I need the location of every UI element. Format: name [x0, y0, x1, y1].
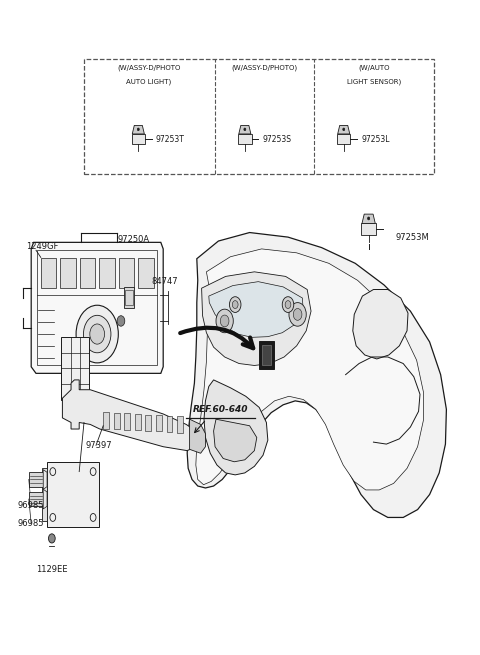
Polygon shape: [31, 242, 163, 373]
Polygon shape: [145, 415, 151, 431]
Polygon shape: [103, 413, 109, 429]
Text: 97397: 97397: [85, 441, 112, 450]
Circle shape: [117, 316, 125, 326]
Bar: [61, 337, 89, 400]
Polygon shape: [43, 489, 47, 509]
Circle shape: [137, 128, 139, 130]
Text: AUTO LIGHT): AUTO LIGHT): [126, 79, 171, 85]
Polygon shape: [262, 345, 271, 365]
Polygon shape: [338, 126, 350, 134]
Text: 97250A: 97250A: [118, 235, 150, 244]
Polygon shape: [204, 380, 268, 475]
Circle shape: [282, 297, 294, 312]
Bar: [84, 59, 434, 174]
Polygon shape: [259, 341, 274, 369]
Polygon shape: [135, 414, 141, 430]
Bar: [80, 258, 95, 288]
Polygon shape: [353, 290, 408, 359]
Bar: [99, 258, 115, 288]
Polygon shape: [124, 413, 130, 430]
Text: (W/ASSY-D/PHOTO): (W/ASSY-D/PHOTO): [231, 64, 298, 71]
Polygon shape: [132, 134, 145, 145]
Bar: [125, 290, 133, 305]
Circle shape: [343, 128, 345, 130]
Polygon shape: [190, 419, 205, 453]
Polygon shape: [187, 233, 446, 517]
Polygon shape: [29, 472, 43, 487]
Polygon shape: [114, 413, 120, 429]
Circle shape: [232, 301, 238, 309]
Text: 1249GF: 1249GF: [26, 242, 59, 251]
Polygon shape: [238, 134, 252, 145]
Bar: [124, 287, 134, 308]
Circle shape: [220, 315, 229, 327]
Polygon shape: [209, 282, 303, 337]
Circle shape: [285, 301, 291, 309]
Polygon shape: [362, 214, 375, 223]
Bar: [41, 258, 57, 288]
Polygon shape: [62, 380, 199, 451]
Bar: [119, 258, 134, 288]
Circle shape: [229, 297, 241, 312]
Polygon shape: [43, 470, 47, 489]
Text: 97253S: 97253S: [262, 135, 291, 143]
Text: LIGHT SENSOR): LIGHT SENSOR): [347, 79, 401, 85]
Bar: [60, 258, 76, 288]
Text: 96985: 96985: [18, 519, 44, 529]
Text: 1129EE: 1129EE: [36, 565, 68, 574]
Polygon shape: [361, 223, 376, 235]
Circle shape: [244, 128, 246, 130]
Polygon shape: [167, 416, 172, 432]
Text: 97253L: 97253L: [361, 135, 389, 143]
Polygon shape: [214, 419, 257, 462]
Text: 96985: 96985: [18, 501, 44, 510]
Bar: [138, 258, 154, 288]
Circle shape: [76, 305, 119, 363]
Polygon shape: [202, 272, 311, 365]
Bar: [42, 468, 47, 521]
Polygon shape: [196, 249, 423, 490]
Circle shape: [368, 217, 370, 220]
Circle shape: [216, 309, 233, 333]
Text: 84747: 84747: [151, 277, 178, 286]
Text: REF.60-640: REF.60-640: [193, 405, 249, 414]
Polygon shape: [337, 134, 350, 145]
Circle shape: [289, 303, 306, 326]
Circle shape: [90, 324, 105, 344]
Polygon shape: [132, 126, 144, 134]
Circle shape: [84, 315, 111, 353]
Polygon shape: [177, 416, 183, 432]
Polygon shape: [29, 492, 43, 506]
Circle shape: [293, 309, 302, 320]
Polygon shape: [156, 415, 162, 432]
Text: 97253T: 97253T: [156, 135, 184, 143]
Polygon shape: [239, 126, 251, 134]
Text: (W/AUTO: (W/AUTO: [358, 64, 390, 71]
Polygon shape: [47, 462, 99, 527]
Circle shape: [48, 534, 55, 543]
Text: 97253M: 97253M: [396, 233, 430, 242]
Text: (W/ASSY-D/PHOTO: (W/ASSY-D/PHOTO: [117, 64, 180, 71]
